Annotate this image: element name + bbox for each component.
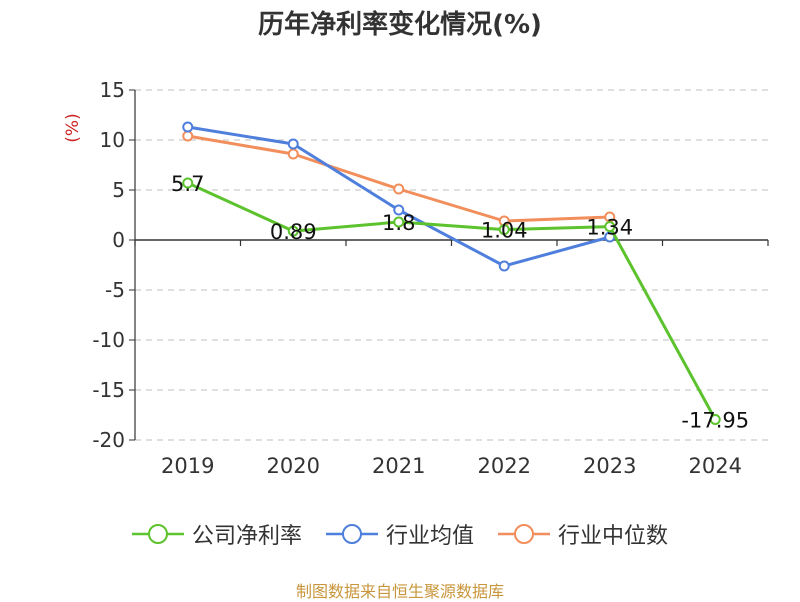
y-tick-label: -5 [105,278,125,302]
legend-item-2[interactable]: 行业均值 [325,518,474,550]
axes: 15 10 5 0 -5 -10 -15 -20 2019 2020 2021 2022 2023 202… [63,78,769,478]
data-point [287,148,299,160]
legend-label: 行业中位数 [558,524,669,549]
y-tick-label: 5 [112,178,125,202]
data-labels: 5.7 0.89 1.8 1.04 1.34 -17.95 [171,172,749,433]
legend-line-marker-icon [498,524,550,544]
series-line-1 [187,181,717,421]
x-tick-label: 2022 [478,454,531,478]
data-label: 5.7 [171,172,204,196]
y-axis-label: (%) [63,113,83,142]
data-label: 1.8 [382,211,415,235]
source-note: 制图数据来自恒生聚源数据库 [295,582,504,601]
data-label: 1.04 [481,219,528,243]
y-tick-label: -20 [92,428,125,452]
chart-title: 历年净利率变化情况(%) [258,10,542,40]
data-point [604,221,616,233]
series-lines [182,121,721,425]
data-point [287,138,299,150]
x-tick-label: 2019 [161,454,214,478]
data-point [393,216,405,228]
legend-line-marker-icon [131,524,184,544]
data-point [287,225,299,237]
x-tick-label: 2024 [689,454,742,478]
data-point [393,204,405,216]
y-tick-label: 10 [100,128,125,152]
data-point [393,183,405,195]
legend-item-1[interactable]: 公司净利率 [131,518,302,550]
x-tick-label: 2021 [372,454,425,478]
data-point [709,414,721,425]
data-point [182,121,194,133]
legend-label: 行业均值 [385,524,474,549]
legend-line-marker-icon [325,524,378,544]
data-label: 0.89 [270,220,317,244]
data-point [182,130,194,142]
legend-item-3[interactable]: 行业中位数 [498,518,668,550]
y-tick-label: 15 [100,78,125,102]
legend-label: 公司净利率 [191,524,302,549]
data-point [498,260,510,272]
data-label: -17.95 [681,409,749,433]
y-tick-label: -15 [92,378,125,402]
data-point [182,177,194,189]
y-tick-label: 0 [112,228,125,252]
y-tick-label: -10 [92,328,125,352]
data-label: 1.34 [586,216,633,240]
x-tick-label: 2020 [267,454,320,478]
data-point [498,224,510,236]
x-tick-label: 2023 [583,454,636,478]
legend: 公司净利率 行业均值 行业中位数 [0,518,800,550]
